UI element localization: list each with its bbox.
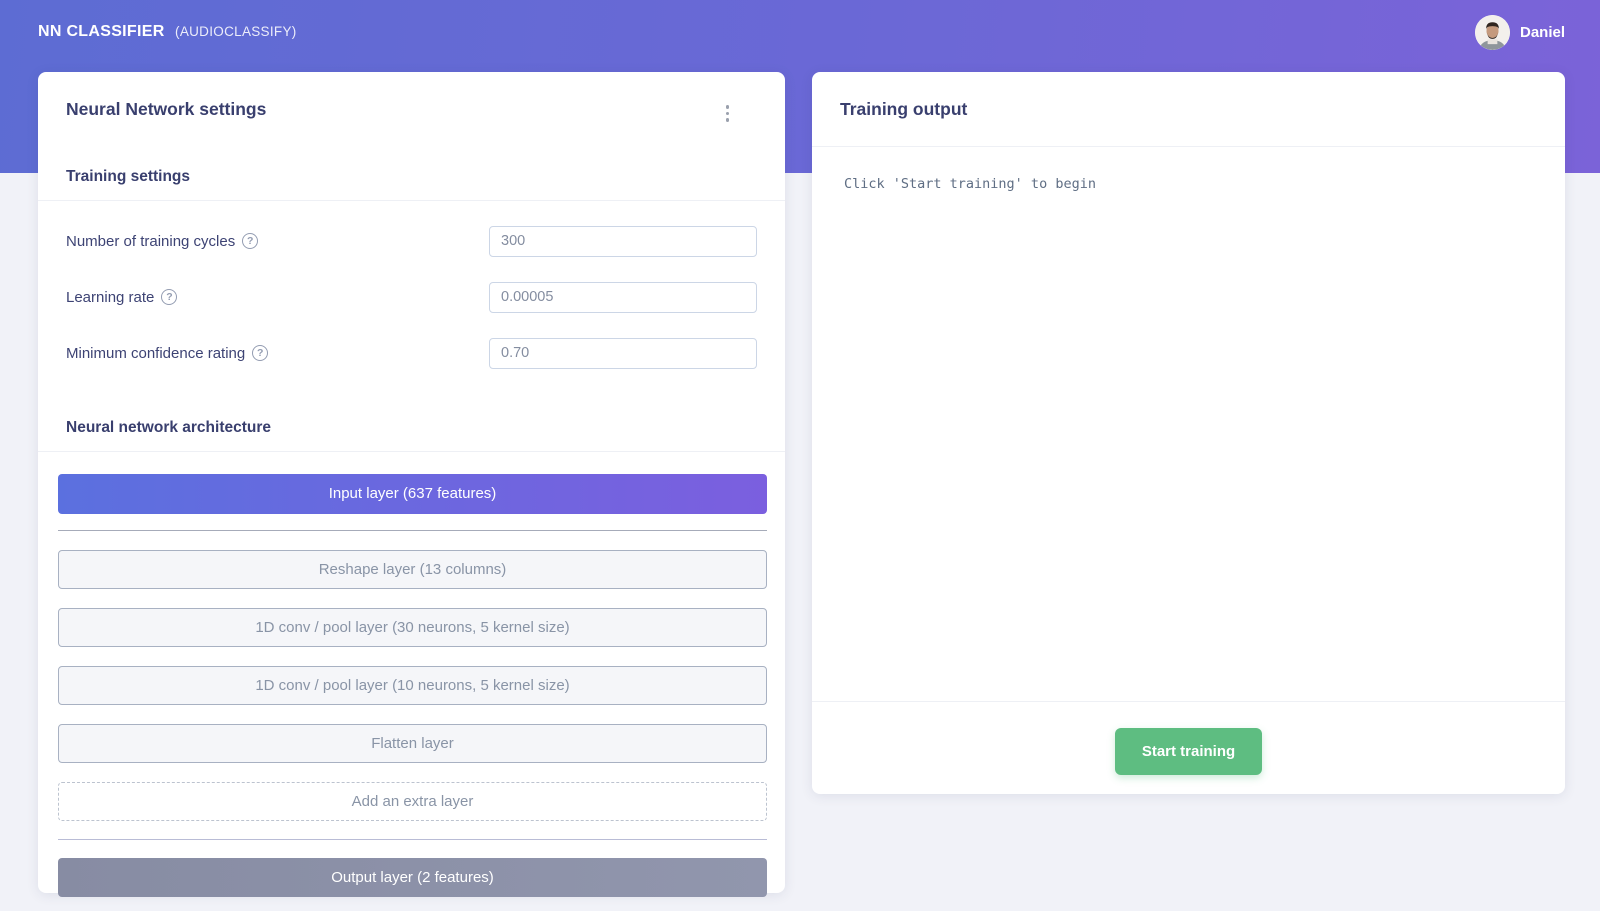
page-title-main: NN CLASSIFIER — [38, 23, 165, 40]
kebab-menu-icon[interactable] — [720, 101, 736, 126]
flatten-layer-button[interactable]: Flatten layer — [58, 723, 767, 763]
help-icon[interactable]: ? — [161, 289, 178, 305]
architecture-diagram: Input layer (637 features) Reshape layer… — [38, 452, 785, 897]
training-cycles-input[interactable] — [489, 225, 757, 257]
user-name[interactable]: Daniel — [1519, 23, 1565, 41]
learning-rate-label-text: Learning rate — [66, 288, 155, 306]
min-confidence-row: Minimum confidence rating ? — [38, 337, 785, 369]
settings-card-header: Neural Network settings — [38, 72, 785, 126]
help-icon[interactable]: ? — [252, 345, 269, 361]
divider — [38, 199, 785, 201]
training-cycles-label: Number of training cycles ? — [66, 232, 259, 250]
divider — [812, 146, 1565, 147]
divider — [38, 450, 785, 452]
min-confidence-label: Minimum confidence rating ? — [66, 344, 269, 362]
neural-network-settings-card: Neural Network settings Training setting… — [38, 72, 785, 897]
settings-card-title: Neural Network settings — [66, 99, 267, 119]
user-menu[interactable]: Daniel — [1474, 14, 1565, 50]
training-console: Click 'Start training' to begin — [812, 147, 1565, 701]
conv-layer-10-button[interactable]: 1D conv / pool layer (10 neurons, 5 kern… — [58, 665, 767, 705]
console-text: Click 'Start training' to begin — [844, 176, 1096, 192]
layer-connector-line — [58, 838, 767, 840]
page-title: NN CLASSIFIER (AUDIOCLASSIFY) — [38, 23, 297, 41]
training-settings-heading: Training settings — [66, 167, 191, 185]
training-cycles-row: Number of training cycles ? — [38, 225, 785, 257]
output-card-header: Training output — [812, 72, 1565, 120]
architecture-heading: Neural network architecture — [66, 418, 272, 436]
top-navigation-bar: NN CLASSIFIER (AUDIOCLASSIFY) Daniel — [0, 0, 1600, 64]
learning-rate-row: Learning rate ? — [38, 281, 785, 313]
reshape-layer-button[interactable]: Reshape layer (13 columns) — [58, 549, 767, 589]
training-output-card: Training output Click 'Start training' t… — [812, 72, 1565, 794]
help-icon[interactable]: ? — [242, 233, 259, 249]
min-confidence-input[interactable] — [489, 337, 757, 369]
input-layer-button[interactable]: Input layer (637 features) — [58, 473, 767, 514]
training-cycles-label-text: Number of training cycles — [66, 232, 236, 250]
layer-connector-line — [58, 529, 767, 531]
learning-rate-input[interactable] — [489, 281, 757, 313]
page-title-project: (AUDIOCLASSIFY) — [175, 24, 297, 39]
output-layer-button[interactable]: Output layer (2 features) — [58, 857, 767, 897]
output-card-footer: Start training — [812, 701, 1565, 800]
min-confidence-label-text: Minimum confidence rating — [66, 344, 246, 362]
add-extra-layer-button[interactable]: Add an extra layer — [58, 781, 767, 821]
start-training-button[interactable]: Start training — [1114, 727, 1263, 775]
avatar[interactable] — [1474, 14, 1510, 50]
conv-layer-30-button[interactable]: 1D conv / pool layer (30 neurons, 5 kern… — [58, 607, 767, 647]
output-card-title: Training output — [840, 99, 968, 119]
learning-rate-label: Learning rate ? — [66, 288, 178, 306]
